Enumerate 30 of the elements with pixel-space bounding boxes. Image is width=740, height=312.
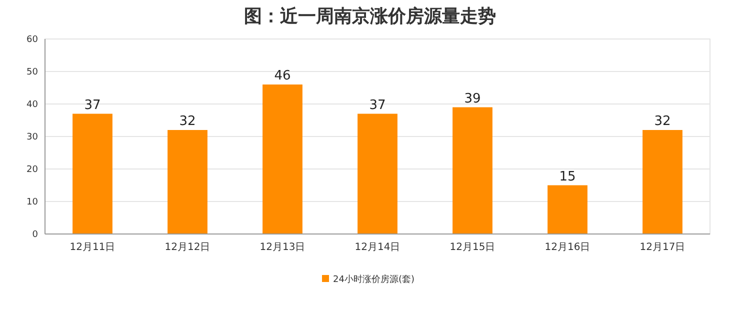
legend-label: 24小时涨价房源(套) — [333, 274, 414, 285]
x-tick-label: 12月12日 — [164, 242, 210, 253]
y-tick-label: 50 — [26, 68, 38, 78]
bar — [452, 107, 492, 234]
bar — [642, 130, 682, 234]
y-tick-label: 60 — [26, 35, 38, 45]
bar — [548, 185, 588, 234]
x-tick-label: 12月15日 — [450, 242, 496, 253]
x-tick-label: 12月16日 — [544, 242, 590, 253]
bar — [72, 114, 112, 234]
y-tick-label: 10 — [26, 198, 38, 208]
data-label: 39 — [464, 91, 481, 106]
chart-title: 图：近一周南京涨价房源量走势 — [244, 6, 496, 27]
data-label: 37 — [84, 98, 101, 113]
x-tick-label: 12月11日 — [70, 242, 116, 253]
x-tick-label: 12月17日 — [640, 242, 686, 253]
data-label: 32 — [179, 114, 196, 129]
x-tick-label: 12月13日 — [260, 242, 306, 253]
data-label: 32 — [654, 114, 671, 129]
bar — [358, 114, 398, 234]
data-label: 46 — [274, 68, 291, 84]
bar — [262, 84, 302, 234]
data-label: 15 — [559, 169, 576, 184]
bar — [168, 130, 208, 234]
y-tick-label: 0 — [32, 230, 38, 240]
y-tick-label: 20 — [26, 165, 38, 175]
y-tick-label: 30 — [26, 132, 38, 142]
data-label: 37 — [369, 98, 386, 113]
y-tick-label: 40 — [26, 100, 38, 110]
x-tick-label: 12月14日 — [354, 242, 400, 253]
